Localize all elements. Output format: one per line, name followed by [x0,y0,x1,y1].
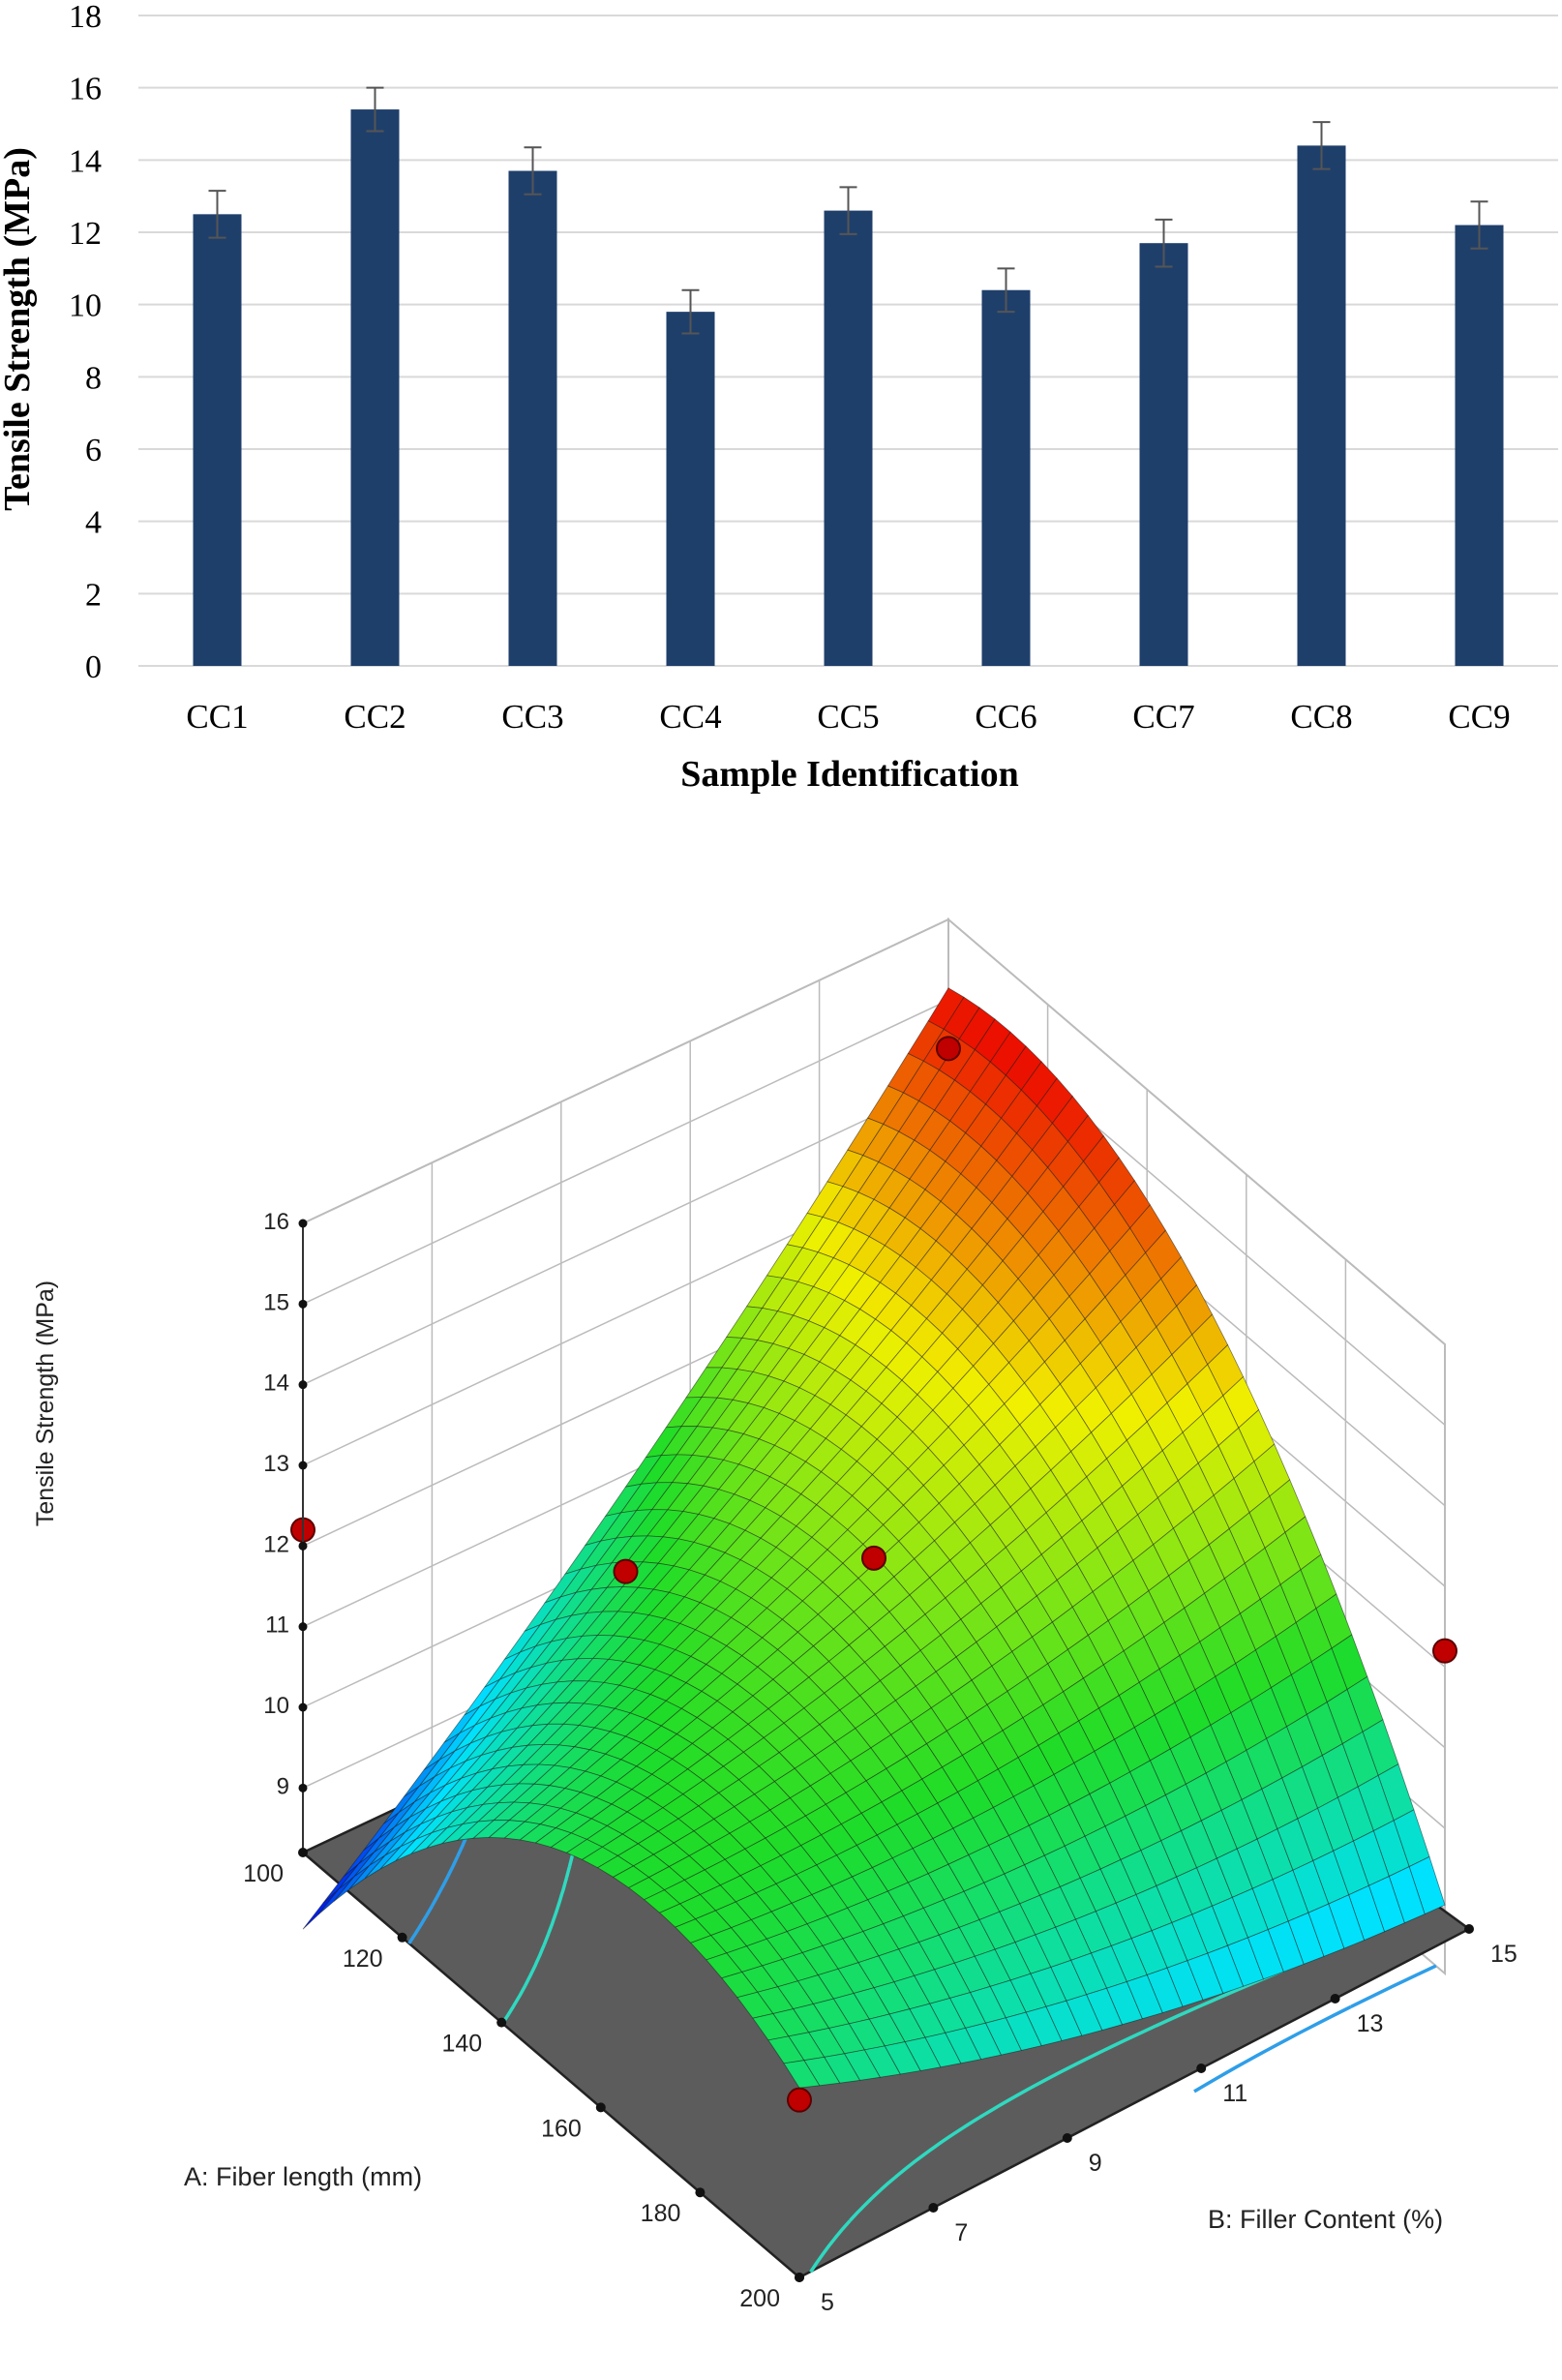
y-tick-label: 18 [69,0,102,35]
z-tick [298,1299,308,1309]
bar [350,109,400,667]
y-tick [1330,1994,1340,2003]
surface-plot: 9 10 11 12 13 14 15 16 100 120 140 160 180 200 5 7 9 11 13… [32,917,1517,2316]
x-tick [695,2187,706,2198]
x-tick-label: 160 [541,2115,582,2142]
design-point [787,2087,812,2113]
error-bar [1155,218,1173,268]
bar [1139,243,1188,666]
design-point [1432,1638,1457,1664]
z-tick-label: 16 [263,1209,289,1235]
error-bar [208,190,226,239]
z-tick [298,1622,308,1632]
z-tick-label: 10 [263,1693,289,1719]
y-tick [928,2203,939,2213]
error-bar [997,267,1015,314]
x-tick-label: CC8 [1290,698,1352,736]
y-tick-label: 9 [1089,2150,1102,2177]
x-tick-label: 180 [641,2200,681,2227]
z-axis-title: Tensile Strength (MPa) [32,1280,59,1526]
x-tick-label: CC1 [186,698,248,736]
design-point [861,1545,886,1571]
z-tick [298,1461,308,1470]
x-tick-label: CC9 [1448,698,1510,736]
y-axis-title: Tensile Strength (MPa) [0,147,38,511]
x-tick-label: 120 [343,1945,383,1973]
y-tick-label: 10 [69,288,102,324]
bar-x-tick-labels: CC1 CC2 CC3 CC4 CC5 CC6 CC7 CC8 CC9 [186,698,1510,736]
x-tick [397,1932,407,1943]
bar [666,312,715,666]
bar-chart: 0 2 4 6 8 10 12 14 16 18 CC1 CC2 CC3 CC4 CC5 CC6 CC7 CC8… [0,0,1558,795]
z-tick-label: 11 [265,1612,289,1639]
x-tick-label: CC5 [817,698,879,736]
z-tick [298,1702,308,1712]
x-tick-label: CC2 [344,698,406,736]
error-bar [681,288,700,335]
y-tick-label: 4 [85,505,102,541]
z-tick-label: 15 [263,1289,289,1315]
x-axis-title: A: Fiber length (mm) [184,2162,422,2191]
y-tick-label: 16 [69,72,102,107]
y-tick [1464,1924,1474,1934]
x-tick-label: CC7 [1132,698,1194,736]
bar [824,210,873,666]
bar [1297,145,1346,666]
surface-patch [302,1888,340,1930]
error-bar [839,186,857,235]
y-tick [795,2273,804,2282]
bar [981,289,1031,666]
x-tick [496,2017,507,2028]
error-bar [366,86,384,133]
error-bar [524,146,542,196]
x-tick-label: CC4 [659,698,721,736]
x-tick [298,1848,308,1857]
bar-y-tick-labels: 0 2 4 6 8 10 12 14 16 18 [69,0,102,685]
y-tick [1062,2133,1072,2143]
y-tick-label: 7 [954,2219,968,2246]
y-tick-label: 14 [69,143,102,179]
z-tick [298,1380,308,1390]
z-tick-label: 13 [263,1451,289,1477]
bar-series [193,86,1504,667]
y-tick-label: 0 [85,649,102,685]
z-tick-label: 14 [263,1371,289,1397]
axes: 9 10 11 12 13 14 15 16 100 120 140 160 180 200 5 7 9 11 13… [243,1209,1517,2316]
z-tick [298,1541,308,1551]
y-tick-label: 11 [1222,2080,1247,2107]
y-tick-label: 8 [85,360,102,396]
response-surface [302,987,1446,2089]
surface-patch [783,2060,821,2089]
y-tick [1196,2064,1207,2073]
design-point [613,1558,639,1584]
z-tick [298,1219,308,1228]
x-tick-label: 140 [441,2031,482,2058]
z-tick-label: 9 [277,1773,289,1799]
design-point [936,1036,961,1062]
x-tick-label: 200 [739,2285,780,2312]
x-tick-label: CC6 [975,698,1036,736]
error-bar [1470,200,1488,250]
x-axis-title: Sample Identification [680,754,1018,795]
y-tick-label: 5 [821,2289,834,2316]
y-tick-label: 15 [1490,1941,1517,1968]
y-axis-title: B: Filler Content (%) [1208,2205,1443,2234]
z-tick [298,1783,308,1793]
x-tick [595,2102,606,2113]
y-tick-label: 6 [85,433,102,468]
z-tick-label: 12 [263,1531,289,1557]
wall-gridline [302,919,1446,1345]
x-tick-label: CC3 [501,698,563,736]
y-tick-label: 2 [85,577,102,613]
design-points [290,1036,1457,2113]
y-tick-label: 12 [69,216,102,252]
bar [193,214,242,667]
x-tick-label: 100 [243,1860,284,1887]
error-bar [1312,121,1331,170]
bar [1455,225,1504,667]
y-tick-label: 13 [1357,2010,1384,2037]
bar [508,170,557,667]
